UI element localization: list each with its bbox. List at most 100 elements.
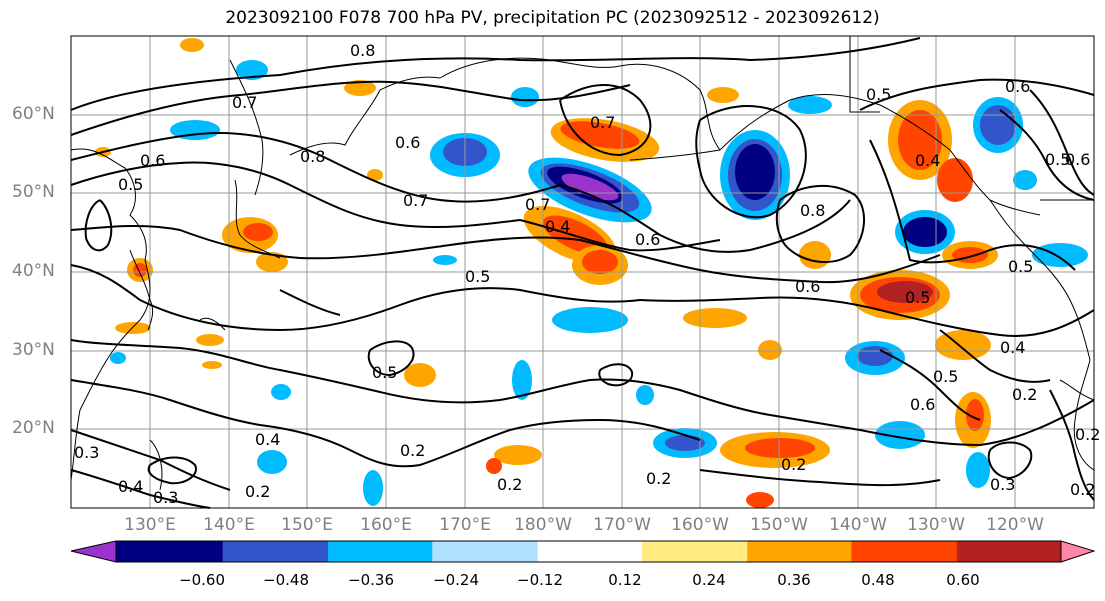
lon-label: 170°E — [439, 515, 491, 535]
precip-neg-blob — [552, 307, 628, 333]
contour-label: 0.5 — [866, 85, 891, 104]
contour-label: 0.4 — [1000, 338, 1025, 357]
colorbar-segment — [747, 541, 852, 562]
lat-label: 40°N — [12, 261, 55, 281]
colorbar-tick-label: −0.12 — [517, 571, 563, 589]
precip-pos-blob — [133, 263, 147, 277]
precip-neg-blob — [511, 87, 539, 107]
contour-label: 0.5 — [118, 175, 143, 194]
precip-pos-blob — [937, 158, 973, 202]
precip-pos-blob — [745, 438, 815, 458]
contour-label: 0.5 — [933, 367, 958, 386]
contour-label: 0.8 — [300, 147, 325, 166]
colorbar-outline — [70, 540, 1096, 563]
precip-pos-blob — [746, 492, 774, 508]
precip-neg-blob — [257, 450, 287, 474]
contour-label: 0.7 — [525, 195, 550, 214]
contour-label: 0.4 — [915, 151, 940, 170]
colorbar-segment — [222, 541, 329, 562]
contour-label: 0.6 — [635, 230, 660, 249]
contour-label: 0.4 — [545, 217, 570, 236]
lon-label: 150°W — [750, 515, 808, 535]
precip-neg-blob — [363, 470, 383, 506]
precip-neg-blob — [1032, 243, 1088, 267]
colorbar-tick-label: 0.12 — [608, 571, 642, 589]
precip-pos-blob — [344, 80, 376, 96]
contour-label: 0.4 — [118, 477, 143, 496]
precip-pos-blob — [560, 121, 640, 149]
precip-pos-blob — [180, 38, 204, 52]
contour-label: 0.2 — [1075, 425, 1100, 444]
contour-label: 0.6 — [910, 395, 935, 414]
precip-neg-blob — [966, 452, 990, 488]
contour-label: 0.5 — [1008, 257, 1033, 276]
contour-label: 0.6 — [1005, 77, 1030, 96]
contour-label: 0.3 — [153, 488, 178, 507]
precip-pos-blob — [404, 363, 436, 387]
precip-neg-blob — [788, 96, 832, 114]
contour-label: 0.5 — [372, 363, 397, 382]
colorbar-segment — [956, 541, 1062, 562]
colorbar-extend-high — [1061, 541, 1094, 562]
lon-label: 160°E — [360, 515, 412, 535]
colorbar-segment — [641, 541, 748, 562]
contour-label: 0.6 — [795, 277, 820, 296]
precip-neg-blob — [735, 144, 775, 200]
lon-label: 130°E — [124, 515, 176, 535]
colorbar-segment — [328, 541, 433, 562]
colorbar-tick-label: −0.36 — [348, 571, 394, 589]
contour-label: 0.3 — [990, 475, 1015, 494]
precip-pos-blob — [582, 250, 618, 274]
precip-neg-blob — [561, 173, 619, 201]
lon-label: 180°W — [514, 515, 572, 535]
precip-neg-blob — [1013, 170, 1037, 190]
precip-pos-blob — [115, 322, 151, 334]
precip-neg-blob — [170, 120, 220, 140]
precip-pos-blob — [196, 334, 224, 346]
precip-pos-blob — [243, 223, 273, 241]
colorbar-segment — [432, 541, 539, 562]
pv-contours — [70, 37, 1095, 509]
precip-neg-blob — [636, 385, 654, 405]
contour-label: 0.5 — [905, 288, 930, 307]
precip-shading — [95, 38, 1088, 508]
contour-label: 0.2 — [646, 469, 671, 488]
colorbar-extend-low — [71, 541, 116, 562]
contour-label: 0.2 — [400, 441, 425, 460]
colorbar-tick-label: 0.48 — [861, 571, 895, 589]
precip-neg-blob — [665, 435, 705, 451]
colorbar-tick-label: −0.60 — [179, 571, 225, 589]
contour-label: 0.7 — [403, 191, 428, 210]
contour-label: 0.5 — [465, 267, 490, 286]
contour-label: 0.4 — [255, 430, 280, 449]
contour-label: 0.2 — [1070, 480, 1095, 499]
precip-pos-blob — [367, 169, 383, 181]
precip-pos-blob — [966, 399, 984, 431]
contour-label: 0.2 — [781, 455, 806, 474]
contour-label: 0.8 — [350, 41, 375, 60]
lon-label: 170°W — [593, 515, 651, 535]
precip-neg-blob — [980, 105, 1016, 145]
contour-label: 0.2 — [1012, 385, 1037, 404]
colorbar-segment — [851, 541, 958, 562]
precip-pos-blob — [898, 110, 942, 170]
precip-pos-blob — [707, 87, 739, 103]
lat-label: 60°N — [12, 104, 55, 124]
colorbar-tick-label: 0.60 — [946, 571, 980, 589]
precip-neg-blob — [903, 217, 947, 247]
contour-label: 0.2 — [497, 475, 522, 494]
precip-neg-blob — [271, 384, 291, 400]
precip-pos-blob — [877, 281, 933, 303]
lat-label: 50°N — [12, 182, 55, 202]
map-title: 2023092100 F078 700 hPa PV, precipitatio… — [225, 8, 880, 28]
precip-neg-blob — [110, 352, 126, 364]
contour-labels: 0.8 0.7 0.8 0.6 0.7 0.5 0.6 0.7 0.8 0.6 … — [74, 41, 1100, 507]
precip-pos-blob — [683, 308, 747, 328]
precip-neg-blob — [236, 60, 268, 80]
precip-pos-blob — [202, 361, 222, 369]
colorbar-tick-label: 0.24 — [692, 571, 726, 589]
lon-label: 140°E — [203, 515, 255, 535]
contour-label: 0.3 — [74, 443, 99, 462]
precip-neg-blob — [875, 421, 925, 449]
